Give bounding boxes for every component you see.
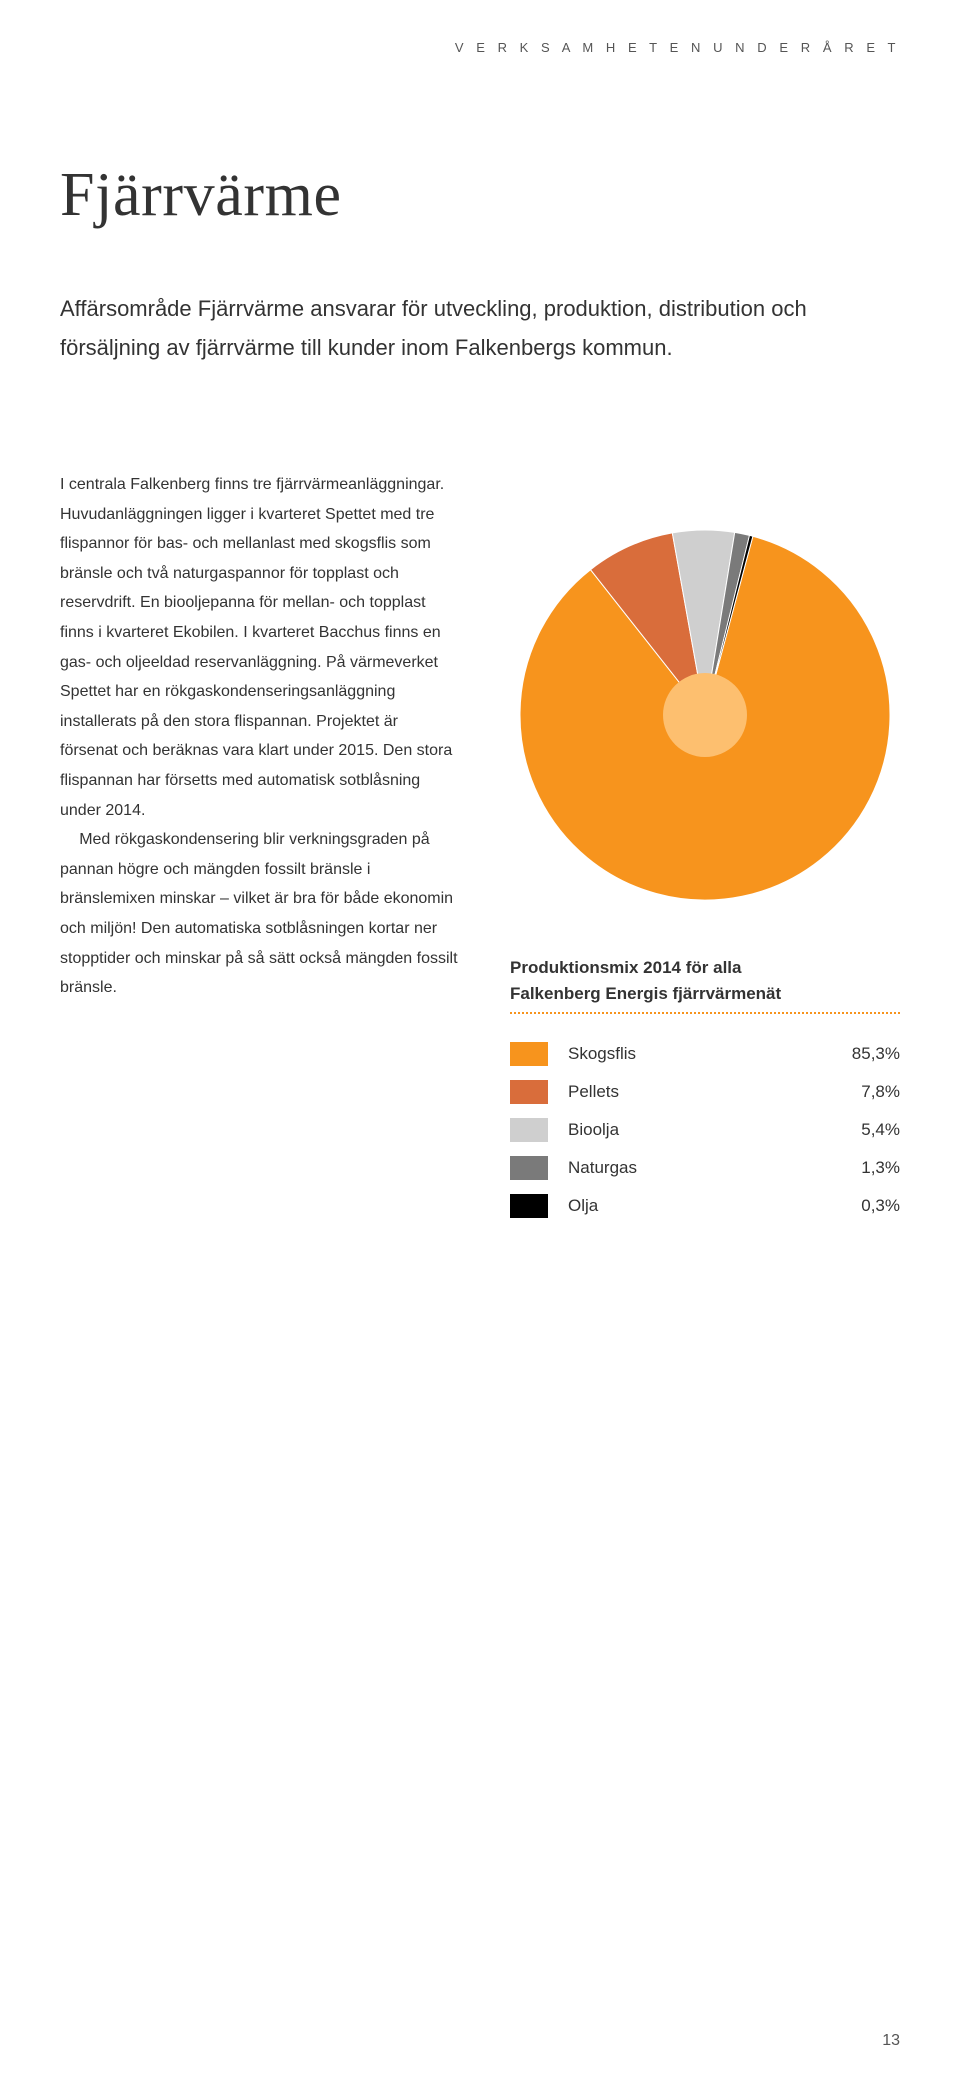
legend-swatch xyxy=(510,1118,548,1142)
chart-caption-line1: Produktionsmix 2014 för alla xyxy=(510,958,741,977)
legend-row-4: Olja0,3% xyxy=(510,1194,900,1218)
legend-label: Olja xyxy=(568,1196,861,1216)
legend-row-1: Pellets7,8% xyxy=(510,1080,900,1104)
chart-divider xyxy=(510,1012,900,1014)
legend-value: 7,8% xyxy=(861,1082,900,1102)
intro-paragraph: Affärsområde Fjärrvärme ansvarar för utv… xyxy=(60,290,900,367)
chart-caption: Produktionsmix 2014 för alla Falkenberg … xyxy=(510,955,900,1006)
chart-legend: Skogsflis85,3%Pellets7,8%Bioolja5,4%Natu… xyxy=(510,1042,900,1218)
legend-swatch xyxy=(510,1156,548,1180)
legend-label: Pellets xyxy=(568,1082,861,1102)
pie-chart xyxy=(510,520,900,910)
legend-value: 5,4% xyxy=(861,1120,900,1140)
legend-value: 0,3% xyxy=(861,1196,900,1216)
page-header: V E R K S A M H E T E N U N D E R Å R E … xyxy=(455,40,900,55)
legend-value: 85,3% xyxy=(852,1044,900,1064)
legend-row-2: Bioolja5,4% xyxy=(510,1118,900,1142)
chart-container: Produktionsmix 2014 för alla Falkenberg … xyxy=(510,520,900,1232)
body-para-1: I centrala Falkenberg finns tre fjärrvär… xyxy=(60,470,460,825)
legend-label: Bioolja xyxy=(568,1120,861,1140)
legend-row-3: Naturgas1,3% xyxy=(510,1156,900,1180)
body-para-2: Med rökgaskondensering blir verkningsgra… xyxy=(60,825,460,1003)
legend-swatch xyxy=(510,1080,548,1104)
legend-label: Naturgas xyxy=(568,1158,861,1178)
pie-inner-circle xyxy=(663,673,747,757)
legend-row-0: Skogsflis85,3% xyxy=(510,1042,900,1066)
body-text: I centrala Falkenberg finns tre fjärrvär… xyxy=(60,470,460,1003)
page-title: Fjärrvärme xyxy=(60,160,342,231)
legend-swatch xyxy=(510,1042,548,1066)
legend-value: 1,3% xyxy=(861,1158,900,1178)
page-number: 13 xyxy=(882,2032,900,2050)
legend-label: Skogsflis xyxy=(568,1044,852,1064)
chart-caption-line2: Falkenberg Energis fjärrvärmenät xyxy=(510,984,781,1003)
legend-swatch xyxy=(510,1194,548,1218)
